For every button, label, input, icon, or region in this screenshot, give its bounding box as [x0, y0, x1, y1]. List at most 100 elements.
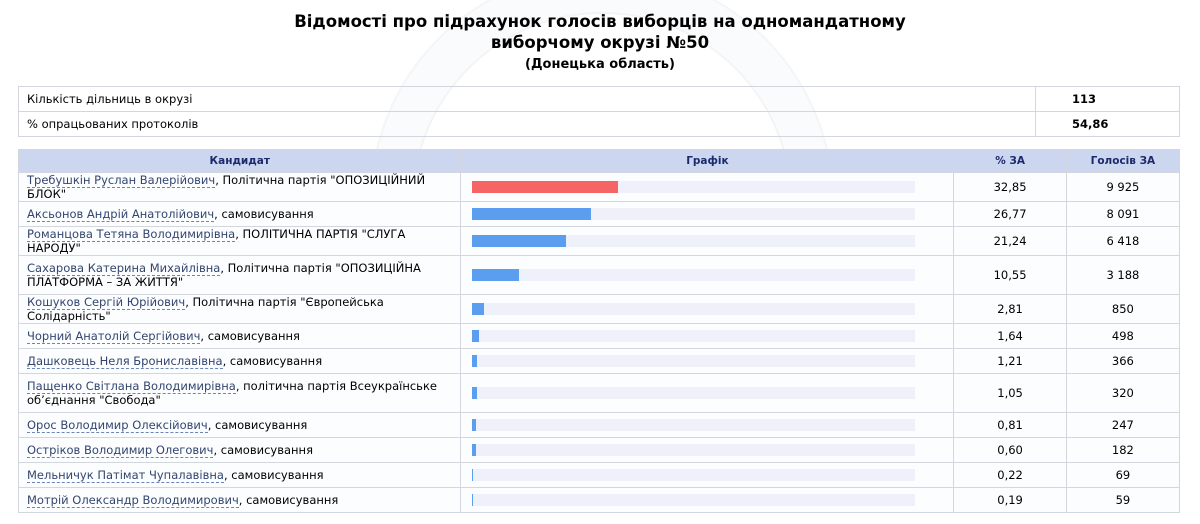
table-row: Пащенко Світлана Володимирівна, політичн… — [17, 373, 1181, 413]
percent-cell: 10,55 — [953, 255, 1067, 295]
candidate-name-link[interactable]: Кошуков Сергій Юрійович — [27, 295, 186, 310]
bar-track — [472, 303, 916, 315]
vote-share-bar — [472, 469, 474, 481]
candidate-party: , самовисування — [207, 418, 308, 432]
candidate-name-link[interactable]: Романцова Тетяна Володимирівна — [27, 227, 236, 242]
bar-track — [472, 387, 916, 399]
chart-cell — [460, 462, 955, 488]
vote-share-bar — [472, 387, 478, 399]
candidate-name-link[interactable]: Орос Володимир Олексійович — [27, 418, 208, 433]
candidate-party: , Політична партія "ОПОЗИЦІЙНА ПЛАТФОРМА… — [27, 261, 421, 289]
vote-share-bar — [472, 444, 477, 456]
candidate-name-link[interactable]: Мельничук Патімат Чупалавівна — [27, 468, 224, 483]
header-votes[interactable]: Голосів ЗА — [1065, 149, 1181, 173]
percent-cell: 0,22 — [953, 462, 1067, 488]
candidate-cell: Требушкін Руслан Валерійович, Політична … — [17, 172, 462, 202]
table-row: Орос Володимир Олексійович, самовисуванн… — [17, 412, 1181, 438]
candidate-cell: Кошуков Сергій Юрійович, Політична парті… — [17, 294, 462, 324]
vote-share-bar — [472, 419, 477, 431]
candidate-cell: Пащенко Світлана Володимирівна, політичн… — [17, 373, 462, 413]
vote-share-bar — [472, 208, 592, 220]
votes-cell: 366 — [1065, 348, 1181, 374]
chart-cell — [460, 201, 955, 227]
page-title-line2: виборчому окрузі №50 — [490, 33, 710, 52]
candidate-party: , політична партія Всеукраїнське об’єдна… — [27, 379, 437, 407]
candidate-party: , самовисування — [200, 329, 300, 343]
candidate-name-link[interactable]: Пащенко Світлана Володимирівна — [27, 379, 236, 394]
candidate-party: , самовисування — [214, 207, 314, 221]
summary-row: % опрацьованих протоколів 54,86 — [18, 111, 1180, 137]
bar-track — [472, 235, 916, 247]
bar-track — [472, 469, 916, 481]
percent-cell: 32,85 — [953, 172, 1067, 202]
percent-cell: 26,77 — [953, 201, 1067, 227]
percent-cell: 1,05 — [953, 373, 1067, 413]
candidate-name-link[interactable]: Остріков Володимир Олегович — [27, 443, 214, 458]
table-row: Романцова Тетяна Володимирівна, ПОЛІТИЧН… — [17, 226, 1181, 256]
candidate-cell: Мельничук Патімат Чупалавівна, самовисув… — [17, 462, 462, 488]
candidate-name-link[interactable]: Чорний Анатолій Сергійович — [27, 329, 201, 344]
summary-value: 113 — [1035, 86, 1180, 112]
results-table: Кандидат Графік % ЗА Голосів ЗА Требушкі… — [17, 149, 1181, 513]
bar-track — [472, 208, 916, 220]
bar-track — [472, 444, 916, 456]
table-row: Аксьонов Андрій Анатолійович, самовисува… — [17, 201, 1181, 227]
header-candidate[interactable]: Кандидат — [17, 149, 462, 173]
candidate-party: , Політична партія "ОПОЗИЦІЙНИЙ БЛОК" — [27, 173, 426, 201]
chart-cell — [460, 172, 955, 202]
table-row: Сахарова Катерина Михайлівна, Політична … — [17, 255, 1181, 295]
chart-cell — [460, 323, 955, 349]
candidate-party: , самовисування — [223, 468, 324, 482]
vote-share-bar — [472, 330, 480, 342]
candidate-cell: Аксьонов Андрій Анатолійович, самовисува… — [17, 201, 462, 227]
votes-cell: 320 — [1065, 373, 1181, 413]
votes-cell: 850 — [1065, 294, 1181, 324]
candidate-cell: Орос Володимир Олексійович, самовисуванн… — [17, 412, 462, 438]
votes-cell: 3 188 — [1065, 255, 1181, 295]
page-title: Відомості про підрахунок голосів виборці… — [294, 12, 906, 31]
candidate-cell: Дашковець Неля Брониславівна, самовисува… — [17, 348, 462, 374]
candidate-cell: Остріков Володимир Олегович, самовисуван… — [17, 437, 462, 463]
chart-cell — [460, 294, 955, 324]
percent-cell: 1,64 — [953, 323, 1067, 349]
vote-share-bar — [472, 235, 567, 247]
bar-track — [472, 330, 916, 342]
candidate-name-link[interactable]: Сахарова Катерина Михайлівна — [27, 261, 221, 276]
bar-track — [472, 355, 916, 367]
candidate-name-link[interactable]: Аксьонов Андрій Анатолійович — [27, 207, 215, 222]
bar-track — [472, 494, 916, 506]
vote-share-bar — [472, 494, 474, 506]
table-row: Кошуков Сергій Юрійович, Політична парті… — [17, 294, 1181, 324]
vote-share-bar — [472, 181, 619, 193]
chart-cell — [460, 226, 955, 256]
votes-cell: 9 925 — [1065, 172, 1181, 202]
chart-cell — [460, 255, 955, 295]
candidate-party: , ПОЛІТИЧНА ПАРТІЯ "СЛУГА НАРОДУ" — [27, 227, 406, 255]
bar-track — [472, 181, 916, 193]
votes-cell: 182 — [1065, 437, 1181, 463]
candidate-cell: Мотрій Олександр Володимирович, самовису… — [17, 487, 462, 513]
candidate-cell: Сахарова Катерина Михайлівна, Політична … — [17, 255, 462, 295]
votes-cell: 6 418 — [1065, 226, 1181, 256]
vote-share-bar — [472, 303, 485, 315]
candidate-name-link[interactable]: Мотрій Олександр Володимирович — [27, 493, 239, 508]
votes-cell: 247 — [1065, 412, 1181, 438]
results-header-row: Кандидат Графік % ЗА Голосів ЗА — [17, 149, 1181, 173]
percent-cell: 2,81 — [953, 294, 1067, 324]
chart-cell — [460, 437, 955, 463]
candidate-name-link[interactable]: Требушкін Руслан Валерійович — [27, 173, 216, 188]
votes-cell: 69 — [1065, 462, 1181, 488]
header-chart[interactable]: Графік — [460, 149, 955, 173]
candidate-party: , самовисування — [238, 493, 339, 507]
candidate-cell: Чорний Анатолій Сергійович, самовисуванн… — [17, 323, 462, 349]
votes-cell: 498 — [1065, 323, 1181, 349]
summary-label: % опрацьованих протоколів — [18, 111, 1036, 137]
bar-track — [472, 419, 916, 431]
header-percent[interactable]: % ЗА — [953, 149, 1067, 173]
candidate-cell: Романцова Тетяна Володимирівна, ПОЛІТИЧН… — [17, 226, 462, 256]
percent-cell: 0,81 — [953, 412, 1067, 438]
table-row: Мотрій Олександр Володимирович, самовису… — [17, 487, 1181, 513]
candidate-name-link[interactable]: Дашковець Неля Брониславівна — [27, 354, 223, 369]
chart-cell — [460, 412, 955, 438]
table-row: Требушкін Руслан Валерійович, Політична … — [17, 172, 1181, 202]
